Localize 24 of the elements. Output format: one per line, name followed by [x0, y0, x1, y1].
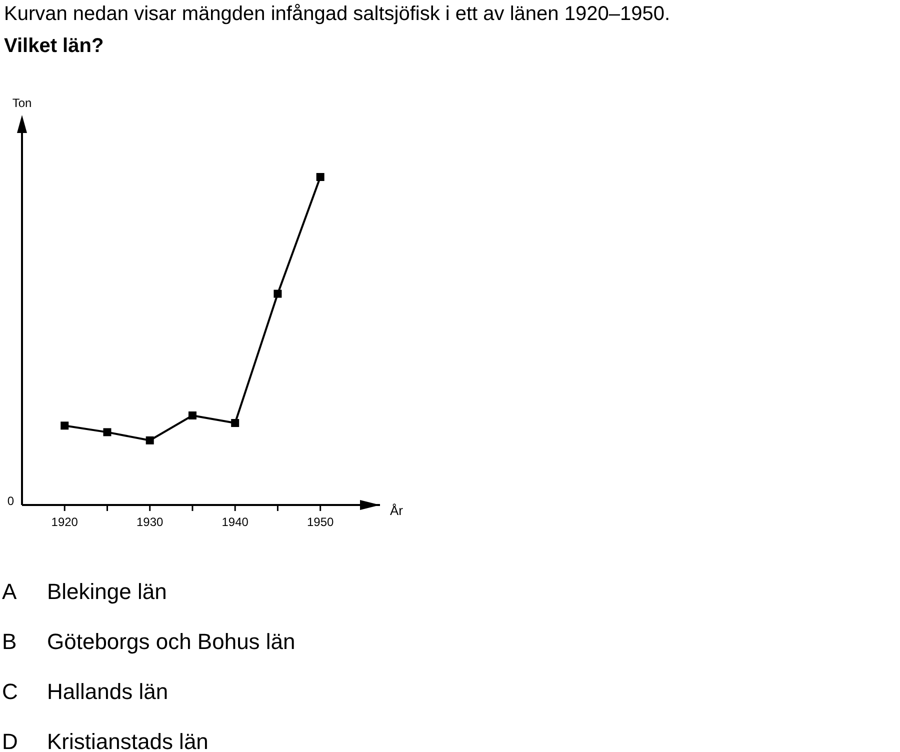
point: [274, 290, 282, 298]
text: Göteborgs och Bohus län: [47, 629, 296, 654]
x-tick-label: 1940: [222, 515, 249, 529]
text: 0: [7, 494, 14, 508]
chart-subtitle: Vilket län?: [4, 35, 104, 57]
text: D: [2, 729, 18, 752]
text: Ton: [12, 96, 32, 110]
text: Blekinge län: [47, 579, 167, 604]
chart-title: Kurvan nedan visar mängden infångad saltsjöfisk i ett av länen 1920–1950.: [4, 3, 670, 25]
x-tick-label: 1920: [51, 515, 78, 529]
text: B: [2, 629, 17, 654]
x-tick-label: 1950: [306, 515, 334, 529]
text: Kristianstads län: [47, 729, 208, 752]
point: [231, 419, 240, 427]
text: Hallands län: [47, 679, 168, 704]
text: C: [2, 679, 18, 704]
text: A: [2, 579, 17, 604]
x-tick-label: 1930: [136, 515, 164, 529]
point: [188, 411, 196, 420]
x-axis-title: År: [390, 503, 404, 518]
point: [60, 422, 69, 430]
point: [316, 173, 324, 181]
point: [146, 436, 154, 444]
point: [103, 428, 112, 436]
